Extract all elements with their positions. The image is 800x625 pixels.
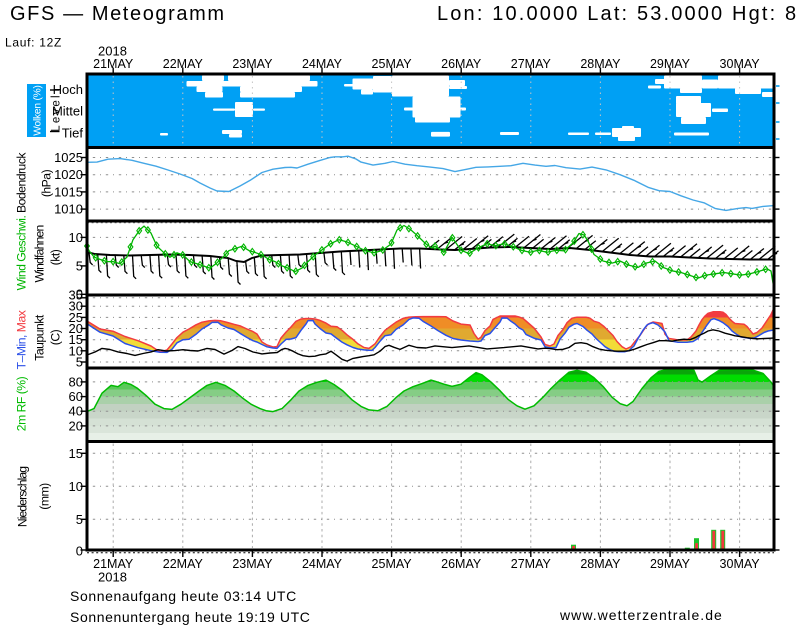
svg-text:40: 40 bbox=[69, 404, 83, 419]
svg-text:GFS — Meteogramm: GFS — Meteogramm bbox=[10, 3, 226, 25]
svg-text:Hoch: Hoch bbox=[53, 82, 83, 97]
svg-text:15: 15 bbox=[69, 332, 83, 347]
svg-text:(kt): (kt) bbox=[48, 249, 62, 265]
svg-text:Mittel: Mittel bbox=[52, 103, 83, 118]
svg-text:1015: 1015 bbox=[54, 184, 83, 199]
svg-text:0: 0 bbox=[76, 544, 83, 559]
svg-text:Lauf: 12Z: Lauf: 12Z bbox=[5, 36, 62, 50]
svg-text:80: 80 bbox=[69, 374, 83, 389]
svg-text:24MAY: 24MAY bbox=[302, 57, 343, 71]
svg-text:www.wetterzentrale.de: www.wetterzentrale.de bbox=[559, 607, 723, 623]
svg-text:10: 10 bbox=[69, 343, 83, 358]
svg-text:22MAY: 22MAY bbox=[163, 557, 204, 571]
svg-text:(C): (C) bbox=[48, 329, 62, 345]
svg-text:5: 5 bbox=[76, 355, 83, 370]
svg-text:26MAY: 26MAY bbox=[441, 557, 482, 571]
svg-text:20: 20 bbox=[69, 418, 83, 433]
svg-text:26MAY: 26MAY bbox=[441, 57, 482, 71]
svg-text:30: 30 bbox=[69, 299, 83, 314]
svg-text:25: 25 bbox=[69, 310, 83, 325]
svg-text:20: 20 bbox=[69, 321, 83, 336]
svg-text:Tief: Tief bbox=[62, 125, 84, 140]
svg-text:Bodendruck: Bodendruck bbox=[14, 152, 28, 213]
svg-text:(mm): (mm) bbox=[37, 483, 51, 510]
svg-text:23MAY: 23MAY bbox=[232, 57, 273, 71]
svg-text:23MAY: 23MAY bbox=[232, 557, 273, 571]
svg-text:27MAY: 27MAY bbox=[511, 557, 552, 571]
svg-text:Sonnenuntergang heute 19:19 UT: Sonnenuntergang heute 19:19 UTC bbox=[70, 609, 310, 625]
svg-text:21MAY: 21MAY bbox=[93, 557, 134, 571]
svg-text:35: 35 bbox=[69, 287, 83, 302]
svg-text:2m RF (%): 2m RF (%) bbox=[14, 376, 28, 431]
svg-text:10: 10 bbox=[69, 230, 83, 245]
svg-text:0: 0 bbox=[76, 287, 83, 302]
svg-text:5: 5 bbox=[76, 258, 83, 273]
svg-text:29MAY: 29MAY bbox=[650, 557, 691, 571]
svg-text:60: 60 bbox=[69, 389, 83, 404]
svg-text:25MAY: 25MAY bbox=[372, 557, 413, 571]
svg-text:30MAY: 30MAY bbox=[720, 557, 761, 571]
svg-text:Taupunkt: Taupunkt bbox=[32, 314, 46, 361]
svg-text:Level: Level bbox=[51, 93, 63, 132]
svg-text:Windfahnen: Windfahnen bbox=[32, 225, 46, 282]
svg-text:1025: 1025 bbox=[54, 150, 83, 165]
svg-text:2018: 2018 bbox=[98, 570, 127, 585]
svg-text:Niederschlag: Niederschlag bbox=[15, 467, 29, 527]
svg-text:T–Min, Max: T–Min, Max bbox=[14, 310, 28, 369]
svg-text:1020: 1020 bbox=[54, 167, 83, 182]
svg-text:Wolken (%): Wolken (%) bbox=[33, 85, 44, 135]
svg-text:22MAY: 22MAY bbox=[163, 57, 204, 71]
svg-text:15: 15 bbox=[69, 446, 83, 461]
svg-text:29MAY: 29MAY bbox=[650, 57, 691, 71]
svg-text:Wind Geschwi.: Wind Geschwi. bbox=[14, 216, 28, 291]
svg-text:Sonnenaufgang heute 03:14 UTC: Sonnenaufgang heute 03:14 UTC bbox=[70, 588, 297, 604]
svg-text:27MAY: 27MAY bbox=[511, 57, 552, 71]
svg-text:1010: 1010 bbox=[54, 202, 83, 217]
svg-text:30MAY: 30MAY bbox=[720, 57, 761, 71]
svg-text:10: 10 bbox=[69, 479, 83, 494]
svg-text:2018: 2018 bbox=[98, 44, 127, 59]
svg-text:21MAY: 21MAY bbox=[93, 57, 134, 71]
svg-text:28MAY: 28MAY bbox=[580, 57, 621, 71]
svg-text:28MAY: 28MAY bbox=[580, 557, 621, 571]
svg-text:25MAY: 25MAY bbox=[372, 57, 413, 71]
svg-text:(hPa): (hPa) bbox=[39, 169, 53, 197]
svg-text:5: 5 bbox=[76, 512, 83, 527]
svg-text:24MAY: 24MAY bbox=[302, 557, 343, 571]
svg-text:Lon: 10.0000 Lat: 53.0000 Hgt:: Lon: 10.0000 Lat: 53.0000 Hgt: 8 bbox=[437, 3, 798, 25]
